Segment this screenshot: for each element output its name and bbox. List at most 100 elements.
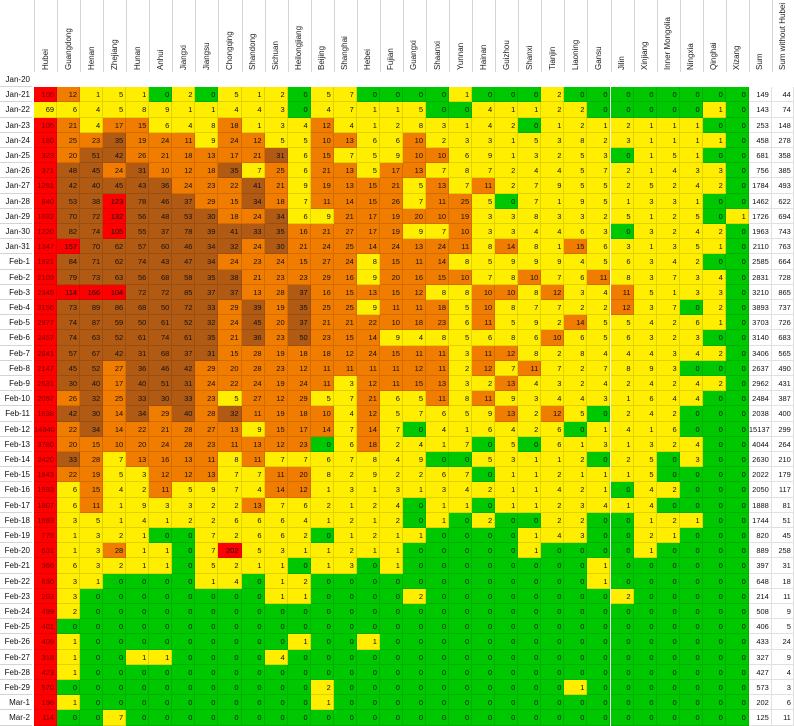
- table-cell[interactable]: 0: [356, 695, 380, 711]
- table-cell[interactable]: 70: [57, 208, 81, 224]
- table-cell[interactable]: 0: [633, 664, 657, 680]
- table-cell[interactable]: 3: [449, 376, 473, 392]
- table-cell[interactable]: 318: [34, 649, 58, 665]
- table-cell[interactable]: 72: [126, 284, 150, 300]
- table-cell[interactable]: 0: [80, 619, 104, 635]
- table-cell[interactable]: 8: [495, 330, 519, 346]
- table-cell[interactable]: 0: [495, 193, 519, 209]
- table-cell[interactable]: 24: [356, 345, 380, 361]
- table-cell[interactable]: 27: [241, 391, 265, 407]
- table-cell[interactable]: 4: [218, 102, 242, 118]
- table-cell[interactable]: 3: [472, 208, 496, 224]
- table-cell[interactable]: 48: [57, 163, 81, 179]
- table-cell[interactable]: 2457: [34, 330, 58, 346]
- table-cell[interactable]: 72: [80, 208, 104, 224]
- table-cell[interactable]: 3: [541, 208, 565, 224]
- table-cell[interactable]: 0: [472, 573, 496, 589]
- table-cell[interactable]: 7: [287, 452, 311, 468]
- table-cell[interactable]: 2: [495, 178, 519, 194]
- table-cell[interactable]: 1: [195, 102, 219, 118]
- table-cell[interactable]: 61: [149, 315, 173, 331]
- table-cell[interactable]: 2: [518, 406, 542, 422]
- table-cell[interactable]: 0: [610, 512, 634, 528]
- table-cell[interactable]: 37: [195, 284, 219, 300]
- table-cell[interactable]: 78: [172, 224, 196, 240]
- table-cell[interactable]: 15137: [748, 421, 772, 437]
- table-cell[interactable]: 2: [356, 497, 380, 513]
- table-cell[interactable]: 0: [541, 588, 565, 604]
- table-cell[interactable]: 23: [287, 436, 311, 452]
- table-cell[interactable]: 0: [495, 543, 519, 559]
- table-cell[interactable]: 11: [610, 284, 634, 300]
- table-cell[interactable]: 0: [449, 558, 473, 574]
- table-cell[interactable]: 0: [725, 649, 749, 665]
- table-cell[interactable]: 9: [241, 421, 265, 437]
- table-cell[interactable]: 1: [149, 558, 173, 574]
- table-cell[interactable]: 0: [541, 649, 565, 665]
- table-cell[interactable]: 743: [771, 224, 794, 240]
- table-cell[interactable]: 8: [449, 391, 473, 407]
- table-cell[interactable]: 7: [587, 163, 611, 179]
- table-cell[interactable]: 0: [195, 87, 219, 103]
- table-cell[interactable]: 0: [587, 512, 611, 528]
- table-cell[interactable]: 0: [633, 604, 657, 620]
- table-cell[interactable]: 4: [333, 406, 357, 422]
- table-cell[interactable]: 3: [126, 467, 150, 483]
- table-cell[interactable]: 2: [610, 163, 634, 179]
- column-header[interactable]: Sum without Hubei: [777, 2, 787, 70]
- table-cell[interactable]: 0: [495, 558, 519, 574]
- table-cell[interactable]: 0: [195, 695, 219, 711]
- table-cell[interactable]: 664: [771, 254, 794, 270]
- table-cell[interactable]: 21: [287, 239, 311, 255]
- table-cell[interactable]: 21: [218, 330, 242, 346]
- table-cell[interactable]: 18: [264, 193, 288, 209]
- table-cell[interactable]: 4: [402, 436, 426, 452]
- table-cell[interactable]: 105: [34, 87, 58, 103]
- table-cell[interactable]: 104: [103, 284, 127, 300]
- table-cell[interactable]: 0: [702, 649, 726, 665]
- table-cell[interactable]: 0: [725, 604, 749, 620]
- table-cell[interactable]: 1: [679, 512, 703, 528]
- table-cell[interactable]: 6: [564, 224, 588, 240]
- table-cell[interactable]: 0: [472, 543, 496, 559]
- table-cell[interactable]: 42: [57, 406, 81, 422]
- column-header[interactable]: Shaanxi: [432, 41, 442, 70]
- table-cell[interactable]: 12: [310, 117, 334, 133]
- table-cell[interactable]: 1784: [748, 178, 772, 194]
- table-cell[interactable]: 0: [725, 102, 749, 118]
- table-cell[interactable]: 1220: [34, 224, 58, 240]
- table-cell[interactable]: 756: [748, 163, 772, 179]
- table-cell[interactable]: 0: [702, 543, 726, 559]
- table-cell[interactable]: 14840: [34, 421, 58, 437]
- table-cell[interactable]: 105: [34, 117, 58, 133]
- table-cell[interactable]: 0: [449, 573, 473, 589]
- table-cell[interactable]: 1: [518, 467, 542, 483]
- table-cell[interactable]: 630: [34, 573, 58, 589]
- table-cell[interactable]: 20: [287, 467, 311, 483]
- table-cell[interactable]: 3: [518, 391, 542, 407]
- table-cell[interactable]: 0: [702, 588, 726, 604]
- table-cell[interactable]: 5: [771, 619, 794, 635]
- table-cell[interactable]: 0: [449, 634, 473, 650]
- table-cell[interactable]: 6: [656, 421, 680, 437]
- table-cell[interactable]: 3: [472, 132, 496, 148]
- table-cell[interactable]: 2: [218, 497, 242, 513]
- table-cell[interactable]: 2: [103, 528, 127, 544]
- table-cell[interactable]: 1: [379, 102, 403, 118]
- table-cell[interactable]: 4: [587, 345, 611, 361]
- table-cell[interactable]: 7: [518, 193, 542, 209]
- table-cell[interactable]: 0: [472, 619, 496, 635]
- table-cell[interactable]: 0: [57, 680, 81, 696]
- table-cell[interactable]: 26: [57, 391, 81, 407]
- table-cell[interactable]: 11: [195, 452, 219, 468]
- table-cell[interactable]: 0: [679, 588, 703, 604]
- table-cell[interactable]: 0: [610, 482, 634, 498]
- table-cell[interactable]: 13: [333, 132, 357, 148]
- table-cell[interactable]: 0: [310, 604, 334, 620]
- table-cell[interactable]: 8: [449, 163, 473, 179]
- table-cell[interactable]: 12: [495, 345, 519, 361]
- table-cell[interactable]: 0: [472, 604, 496, 620]
- table-cell[interactable]: 7: [195, 543, 219, 559]
- table-cell[interactable]: 0: [518, 558, 542, 574]
- table-cell[interactable]: 21: [310, 224, 334, 240]
